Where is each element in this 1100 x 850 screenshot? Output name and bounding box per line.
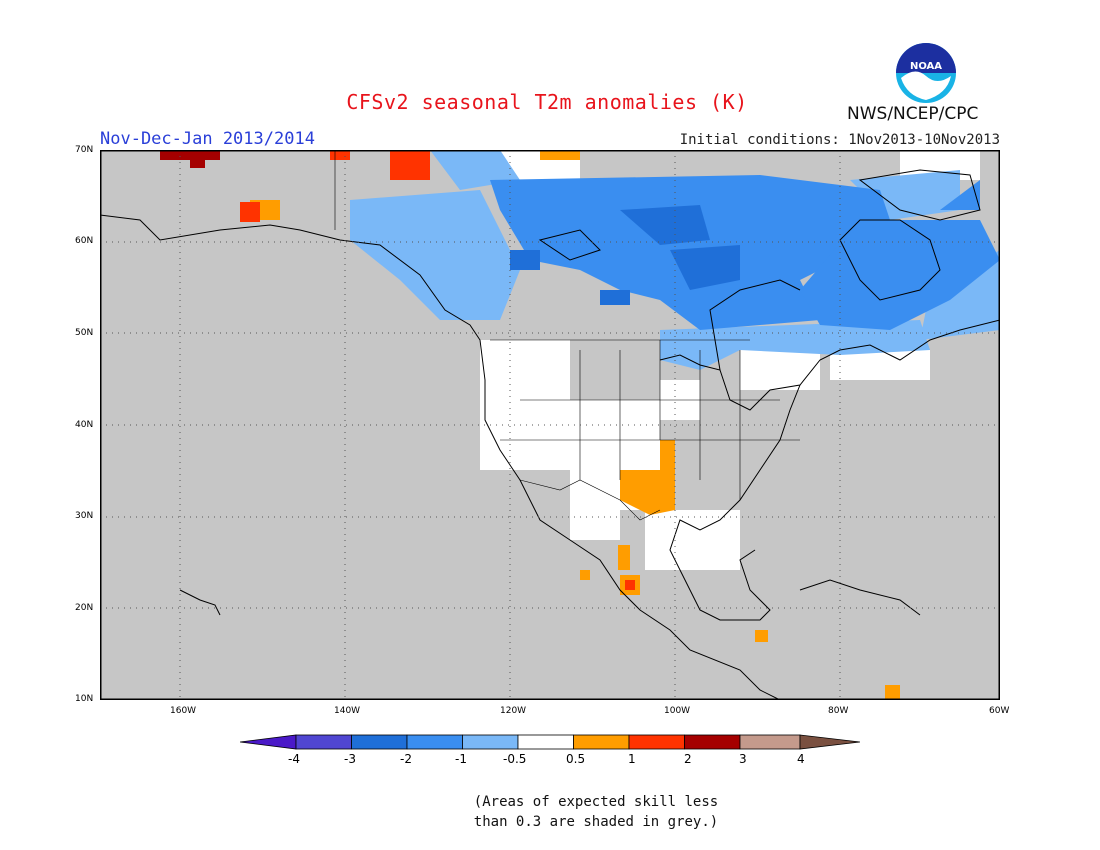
- colorbar-label-05: 0.5: [566, 752, 586, 766]
- lat-label-30n: 30N: [75, 511, 94, 521]
- lon-label-80w: 80W: [828, 706, 849, 716]
- agency-label: NWS/NCEP/CPC: [847, 104, 979, 124]
- footnote-line-1: (Areas of expected skill less: [473, 794, 719, 810]
- logo-text: NOAA: [910, 61, 942, 72]
- lon-label-60w: 60W: [989, 706, 1010, 716]
- lat-label-60n: 60N: [75, 236, 94, 246]
- lon-label-140w: 140W: [334, 706, 361, 716]
- map-frame: [100, 150, 1000, 700]
- footnote-line-2: than 0.3 are shaded in grey.): [473, 814, 719, 830]
- colorbar-label-m4: -4: [288, 752, 300, 766]
- skill-footnote: (Areas of expected skill less than 0.3 a…: [0, 792, 1100, 832]
- colorbar-bin-9: [739, 734, 801, 750]
- colorbar-bin-7: [628, 734, 685, 750]
- colorbar-bin-8: [684, 734, 741, 750]
- lat-label-70n: 70N: [75, 145, 94, 155]
- coastlines: [100, 169, 1000, 700]
- lon-label-100w: 100W: [664, 706, 691, 716]
- colorbar-bin-6: [573, 734, 630, 750]
- colorbar-label-1: 1: [628, 752, 636, 766]
- initial-conditions: Initial conditions: 1Nov2013-10Nov2013: [679, 132, 1000, 148]
- colorbar-label-m2: -2: [400, 752, 412, 766]
- lat-label-40n: 40N: [75, 420, 94, 430]
- colorbar-label-3: 3: [739, 752, 747, 766]
- colorbar-bin-2: [351, 734, 408, 750]
- chart-title: CFSv2 seasonal T2m anomalies (K): [346, 90, 748, 114]
- colorbar-bin-5: [517, 734, 574, 750]
- colorbar-low-arrow: [240, 734, 297, 750]
- lat-label-10n: 10N: [75, 694, 94, 704]
- colorbar-label-m3: -3: [344, 752, 356, 766]
- anomaly-map: [100, 150, 1000, 700]
- lat-label-20n: 20N: [75, 603, 94, 613]
- colorbar-bin-1: [295, 734, 352, 750]
- graticule: [100, 150, 1000, 700]
- lat-label-50n: 50N: [75, 328, 94, 338]
- forecast-period: Nov-Dec-Jan 2013/2014: [100, 129, 315, 149]
- colorbar-bin-4: [462, 734, 519, 750]
- dark-blue-regions: [510, 205, 740, 305]
- lon-label-160w: 160W: [170, 706, 197, 716]
- colorbar: [240, 734, 860, 750]
- borders: [334, 150, 800, 521]
- noaa-logo-icon: NOAA: [896, 43, 956, 103]
- colorbar-label-m1: -1: [455, 752, 467, 766]
- lon-label-120w: 120W: [500, 706, 527, 716]
- colorbar-label-4: 4: [797, 752, 805, 766]
- colorbar-high-arrow: [799, 734, 860, 750]
- colorbar-bin-3: [406, 734, 463, 750]
- colorbar-label-2: 2: [684, 752, 692, 766]
- very-hot-regions: [160, 150, 220, 168]
- colorbar-label-m05: -0.5: [503, 752, 527, 766]
